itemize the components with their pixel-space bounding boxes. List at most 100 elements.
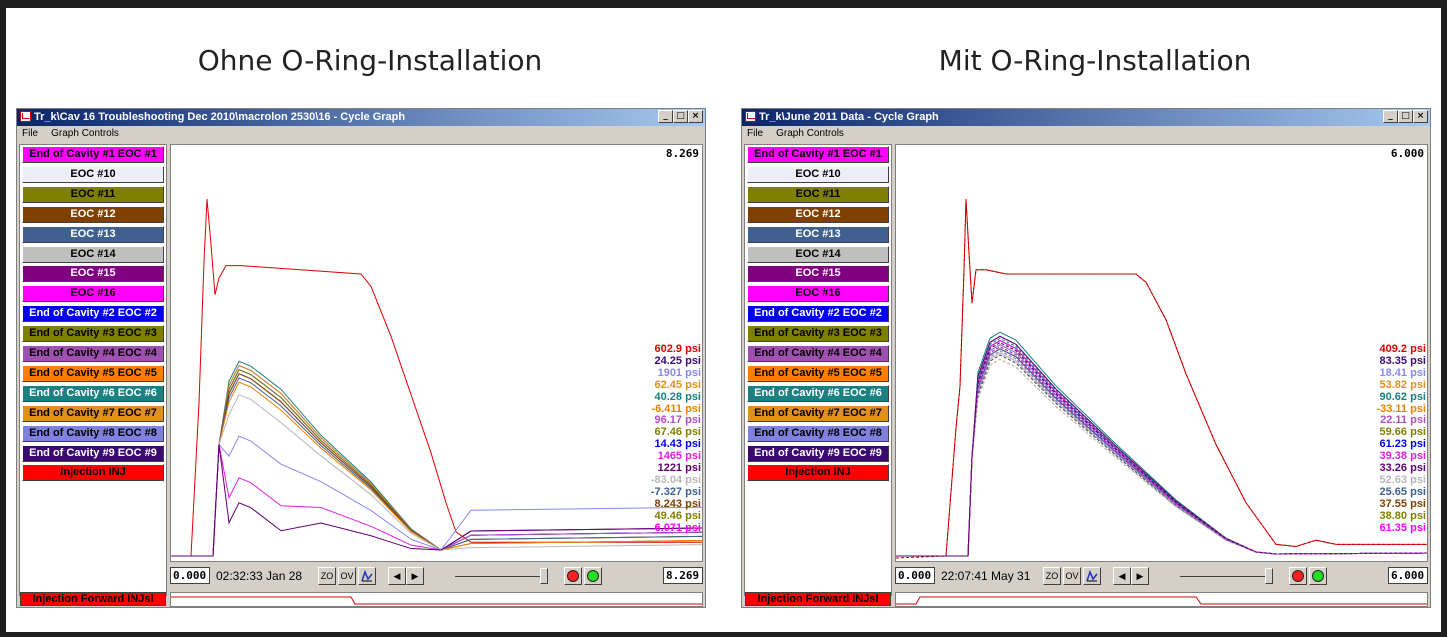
legend-channel-button[interactable]: End of Cavity #3 EOC #3	[22, 325, 164, 343]
cycle-datetime: 22:07:41 May 31	[941, 569, 1031, 583]
channel-psi-readout: 33.26 psi	[1379, 462, 1426, 474]
cavity-pressure-curve	[171, 444, 702, 557]
legend-channel-button[interactable]: End of Cavity #3 EOC #3	[747, 325, 889, 343]
legend-channel-button[interactable]: EOC #11	[22, 185, 164, 203]
legend-channel-button[interactable]: End of Cavity #7 EOC #7	[22, 404, 164, 422]
menu-item-graph-controls[interactable]: Graph Controls	[776, 128, 844, 139]
channel-psi-readout: 61.35 psi	[1379, 521, 1426, 534]
cavity-pressure-curve	[171, 381, 702, 557]
legend-channel-button[interactable]: EOC #15	[747, 265, 889, 283]
channel-psi-readout: 25.65 psi	[1379, 485, 1426, 498]
legend-channel-button[interactable]: End of Cavity #6 EOC #6	[22, 384, 164, 402]
legend-channel-button[interactable]: EOC #13	[22, 225, 164, 243]
graph-icon[interactable]	[1083, 567, 1101, 585]
cycle-slider-thumb[interactable]	[1265, 568, 1273, 584]
channel-legend: End of Cavity #1 EOC #1 EOC #10 EOC #11 EOC…	[19, 144, 167, 596]
play-icon	[1312, 570, 1324, 582]
channel-psi-readout: 83.35 psi	[1379, 354, 1426, 367]
cavity-pressure-curve	[896, 344, 1427, 557]
overview-button[interactable]: OV	[1063, 567, 1081, 585]
pressure-plot[interactable]: 8.269 602.9 psi 24.25 psi 1901 psi 62.45 psi…	[170, 144, 703, 562]
previous-cycle-button[interactable]: ◀	[1113, 567, 1131, 585]
legend-channel-button[interactable]: EOC #16	[747, 285, 889, 303]
legend-channel-button[interactable]: End of Cavity #8 EOC #8	[22, 424, 164, 442]
window-titlebar[interactable]: Tr_k\Cav 16 Troubleshooting Dec 2010\mac…	[17, 109, 705, 126]
legend-channel-button[interactable]: End of Cavity #1 EOC #1	[747, 146, 889, 163]
legend-channel-button[interactable]: End of Cavity #9 EOC #9	[747, 444, 889, 462]
end-time-field[interactable]: 6.000	[1388, 567, 1428, 584]
legend-channel-button[interactable]: End of Cavity #4 EOC #4	[22, 345, 164, 362]
legend-channel-button[interactable]: EOC #14	[22, 245, 164, 263]
maximize-button[interactable]: □	[673, 110, 688, 123]
cavity-pressure-curve	[171, 364, 702, 557]
legend-channel-button[interactable]: End of Cavity #6 EOC #6	[747, 384, 889, 402]
legend-channel-button[interactable]: EOC #12	[747, 205, 889, 223]
zoom-out-button[interactable]: ZO	[318, 567, 336, 585]
legend-channel-button[interactable]: EOC #10	[22, 165, 164, 183]
channel-psi-readout: 602.9 psi	[654, 343, 701, 355]
legend-channel-button[interactable]: EOC #13	[747, 225, 889, 243]
legend-channel-button[interactable]: Injection INJ	[747, 464, 889, 482]
cavity-pressure-curve	[896, 342, 1427, 557]
channel-psi-readout: 1901 psi	[657, 366, 701, 379]
minimize-button[interactable]: _	[1383, 110, 1398, 123]
injection-forward-label[interactable]: Injection Forward INJsl	[20, 592, 166, 606]
legend-channel-button[interactable]: End of Cavity #5 EOC #5	[22, 364, 164, 382]
play-button[interactable]	[584, 567, 602, 585]
maximize-button[interactable]: □	[1398, 110, 1413, 123]
legend-channel-button[interactable]: Injection INJ	[22, 464, 164, 482]
cavity-pressure-curve	[896, 346, 1427, 557]
cavity-pressure-curve	[896, 358, 1427, 557]
legend-channel-button[interactable]: EOC #15	[22, 265, 164, 283]
minimize-button[interactable]: _	[658, 110, 673, 123]
pressure-plot[interactable]: 6.000 409.2 psi 83.35 psi 18.41 psi 53.82 ps…	[895, 144, 1428, 562]
legend-channel-button[interactable]: End of Cavity #2 EOC #2	[747, 305, 889, 323]
channel-psi-readout: 1221 psi	[657, 462, 701, 474]
record-button[interactable]	[564, 567, 582, 585]
cycle-slider-track[interactable]	[455, 576, 545, 577]
pressure-curves	[171, 199, 702, 557]
legend-channel-button[interactable]: End of Cavity #4 EOC #4	[747, 345, 889, 362]
channel-psi-readout: 59.66 psi	[1379, 426, 1426, 439]
legend-channel-button[interactable]: EOC #12	[22, 205, 164, 223]
graph-icon[interactable]	[358, 567, 376, 585]
menu-item-graph-controls[interactable]: Graph Controls	[51, 128, 119, 139]
end-time-field[interactable]: 8.269	[663, 567, 703, 584]
injection-forward-curve	[171, 596, 702, 605]
injection-forward-label[interactable]: Injection Forward INJsl	[745, 592, 891, 606]
legend-channel-button[interactable]: End of Cavity #2 EOC #2	[22, 305, 164, 323]
injection-pressure-curve	[896, 199, 1427, 559]
menu-item-file[interactable]: File	[22, 128, 39, 139]
legend-channel-button[interactable]: End of Cavity #1 EOC #1	[22, 146, 164, 163]
next-cycle-button[interactable]: ▶	[406, 567, 424, 585]
previous-cycle-button[interactable]: ◀	[388, 567, 406, 585]
overview-button[interactable]: OV	[338, 567, 356, 585]
next-cycle-button[interactable]: ▶	[1131, 567, 1149, 585]
window-controls: _ □ ×	[658, 110, 703, 123]
legend-channel-button[interactable]: End of Cavity #7 EOC #7	[747, 404, 889, 422]
cycle-slider-thumb[interactable]	[540, 568, 548, 584]
legend-channel-button[interactable]: EOC #10	[747, 165, 889, 183]
cycle-graph-window: Tr_k\Cav 16 Troubleshooting Dec 2010\mac…	[16, 108, 706, 608]
cavity-pressure-curve	[171, 444, 702, 557]
record-button[interactable]	[1289, 567, 1307, 585]
injection-pressure-curve	[896, 199, 1427, 557]
menu-item-file[interactable]: File	[747, 128, 764, 139]
legend-channel-button[interactable]: EOC #11	[747, 185, 889, 203]
window-titlebar[interactable]: Tr_k\June 2011 Data - Cycle Graph _ □ ×	[742, 109, 1430, 126]
legend-channel-button[interactable]: EOC #16	[22, 285, 164, 303]
legend-channel-button[interactable]: End of Cavity #5 EOC #5	[747, 364, 889, 382]
record-icon	[1292, 570, 1304, 582]
close-button[interactable]: ×	[688, 110, 703, 123]
zoom-out-button[interactable]: ZO	[1043, 567, 1061, 585]
close-button[interactable]: ×	[1413, 110, 1428, 123]
start-time-field[interactable]: 0.000	[170, 567, 210, 584]
channel-psi-readout: 40.28 psi	[654, 390, 701, 403]
legend-channel-button[interactable]: End of Cavity #8 EOC #8	[747, 424, 889, 442]
cavity-pressure-curve	[896, 344, 1427, 557]
legend-channel-button[interactable]: EOC #14	[747, 245, 889, 263]
cycle-slider-track[interactable]	[1180, 576, 1270, 577]
legend-channel-button[interactable]: End of Cavity #9 EOC #9	[22, 444, 164, 462]
start-time-field[interactable]: 0.000	[895, 567, 935, 584]
play-button[interactable]	[1309, 567, 1327, 585]
